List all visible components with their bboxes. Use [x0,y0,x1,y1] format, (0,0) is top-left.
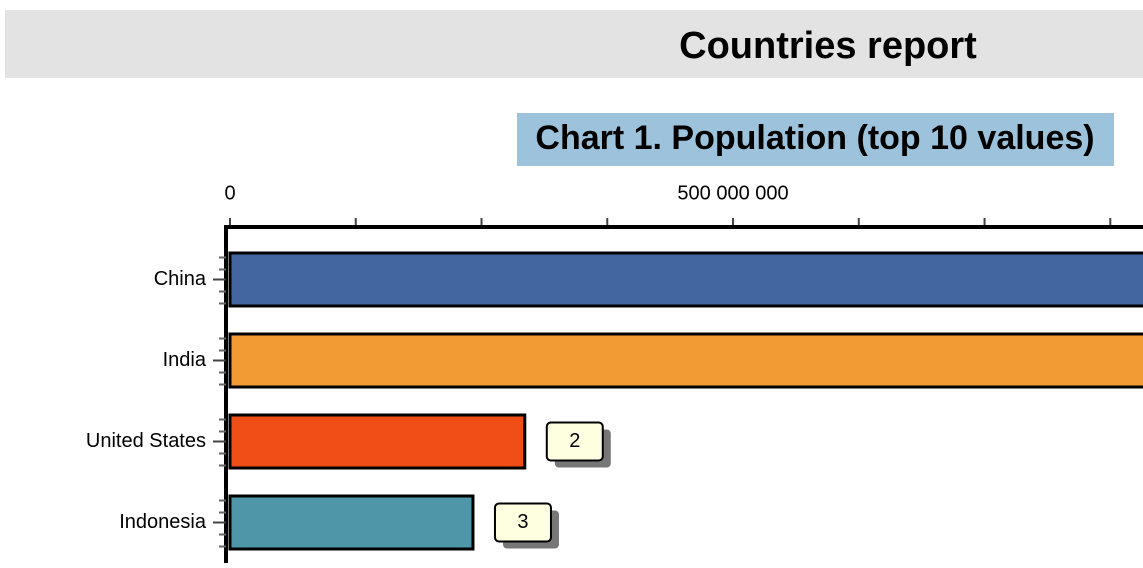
chart-title-box [517,113,1114,166]
page-title: Countries report [679,25,977,67]
x-tick-label: 0 [224,182,235,204]
label-box [493,502,552,543]
bar [228,413,527,470]
y-tick-label: Indonesia [119,511,207,533]
bar [228,251,1143,308]
chart-title: Chart 1. Population (top 10 values) [535,119,1094,157]
y-tick-label: China [154,268,207,290]
bar-annotation: 2 [569,430,580,452]
bar [228,332,1143,389]
bar-annotation: 3 [517,511,528,533]
x-tick-label: 500 000 000 [677,182,788,204]
y-tick-label: United States [86,430,206,452]
y-tick-label: India [163,349,207,371]
label-box [545,421,604,462]
header-band [5,10,1143,78]
bar [228,494,475,551]
